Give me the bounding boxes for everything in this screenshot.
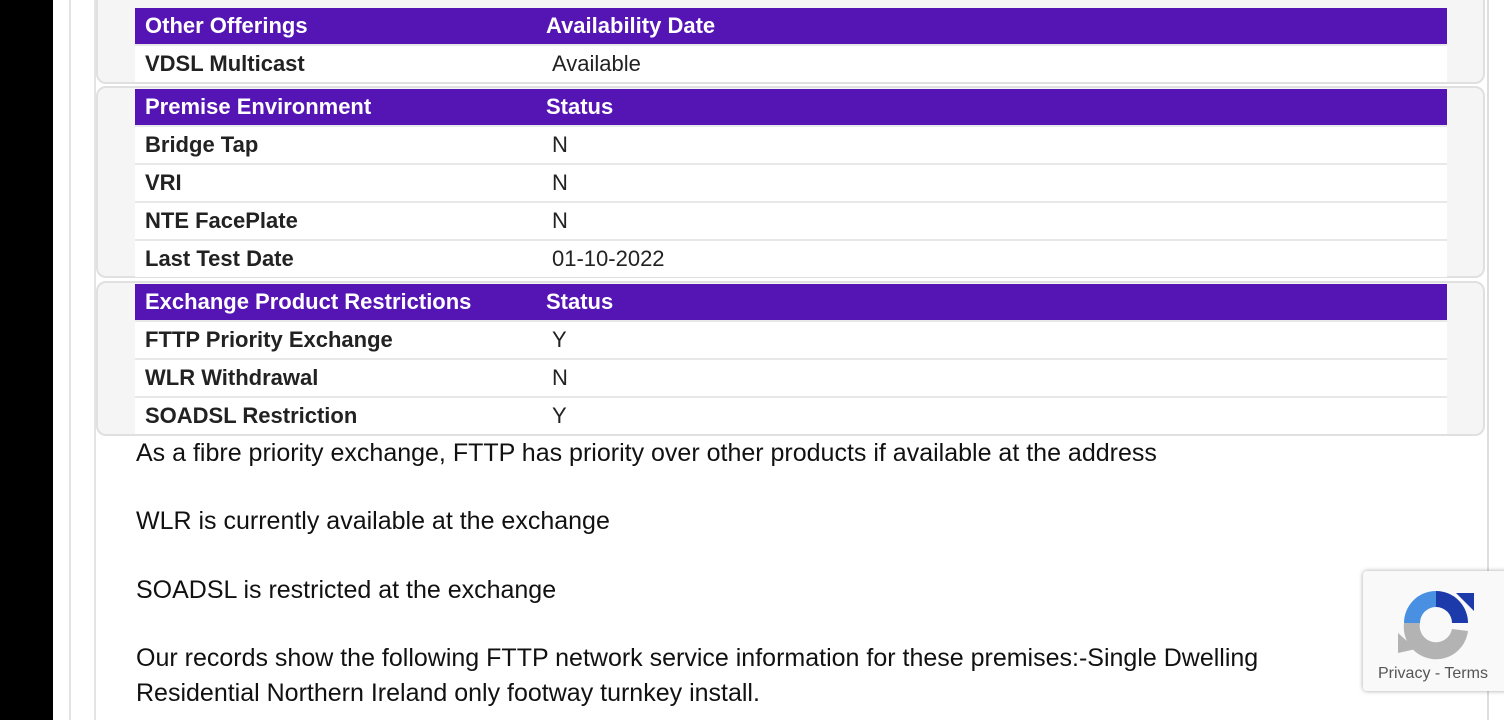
row-value: N — [536, 163, 1447, 202]
wlr-note: WLR is currently available at the exchan… — [136, 507, 610, 535]
row-label: Bridge Tap — [135, 125, 536, 164]
table-row: VRI N — [135, 163, 1447, 202]
other-offerings-table: Other Offerings Availability Date VDSL Mu… — [135, 8, 1447, 82]
row-value: 01-10-2022 — [536, 239, 1447, 277]
row-value: Available — [536, 44, 1447, 82]
row-label: VDSL Multicast — [135, 44, 536, 82]
row-value: N — [536, 125, 1447, 164]
terms-link[interactable]: Terms — [1444, 665, 1488, 682]
soadsl-note: SOADSL is restricted at the exchange — [136, 576, 557, 604]
fttp-service-info: Our records show the following FTTP netw… — [136, 644, 1259, 672]
premise-environment-table: Premise Environment Status Bridge Tap N VR… — [135, 89, 1447, 277]
row-label: WLR Withdrawal — [135, 358, 536, 397]
row-value: N — [536, 358, 1447, 397]
row-label: Last Test Date — [135, 239, 536, 277]
fttp-priority-note: As a fibre priority exchange, FTTP has p… — [136, 439, 1157, 467]
row-label: SOADSL Restriction — [135, 396, 536, 434]
privacy-link[interactable]: Privacy — [1378, 665, 1431, 682]
page-border-right — [1487, 0, 1489, 720]
table-row: WLR Withdrawal N — [135, 358, 1447, 397]
column-header: Status — [536, 89, 1447, 126]
column-header: Exchange Product Restrictions — [135, 284, 536, 321]
separator: - — [1434, 665, 1441, 682]
exchange-restrictions-table: Exchange Product Restrictions Status FTTP… — [135, 284, 1447, 434]
row-label: FTTP Priority Exchange — [135, 320, 536, 359]
column-header: Status — [536, 284, 1447, 321]
exchange-restrictions-section: Exchange Product Restrictions Status FTTP… — [96, 281, 1485, 436]
row-label: VRI — [135, 163, 536, 202]
column-header: Other Offerings — [135, 8, 536, 45]
table-row: SOADSL Restriction Y — [135, 396, 1447, 434]
table-row: Last Test Date 01-10-2022 — [135, 239, 1447, 277]
premise-environment-section: Premise Environment Status Bridge Tap N VR… — [96, 86, 1485, 278]
left-black-bar — [0, 0, 53, 720]
table-row: VDSL Multicast Available — [135, 44, 1447, 82]
content-area — [94, 0, 1489, 720]
recaptcha-icon — [1398, 591, 1474, 660]
fttp-service-info-cont: Residential Northern Ireland only footwa… — [136, 679, 760, 707]
table-row: Bridge Tap N — [135, 125, 1447, 164]
row-value: Y — [536, 396, 1447, 434]
table-row: NTE FacePlate N — [135, 201, 1447, 240]
page-border — [69, 0, 71, 720]
other-offerings-section: Other Offerings Availability Date VDSL Mu… — [96, 0, 1485, 84]
row-value: Y — [536, 320, 1447, 359]
table-row: FTTP Priority Exchange Y — [135, 320, 1447, 359]
row-label: NTE FacePlate — [135, 201, 536, 240]
column-header: Availability Date — [536, 8, 1447, 45]
column-header: Premise Environment — [135, 89, 536, 126]
row-value: N — [536, 201, 1447, 240]
recaptcha-badge[interactable]: Privacy - Terms — [1363, 571, 1504, 691]
